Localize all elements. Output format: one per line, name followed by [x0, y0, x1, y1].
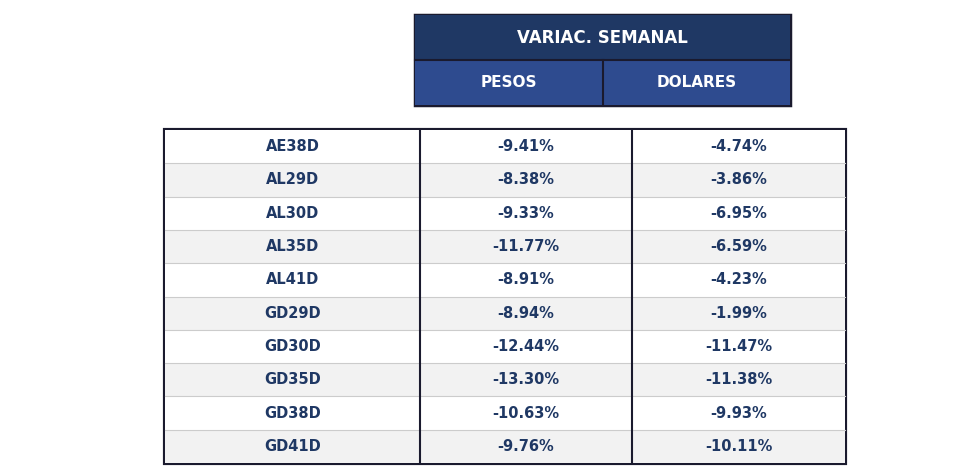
- Text: -6.59%: -6.59%: [710, 239, 767, 254]
- Text: -4.23%: -4.23%: [710, 273, 767, 287]
- Text: -11.77%: -11.77%: [492, 239, 560, 254]
- Bar: [165, 363, 845, 396]
- Bar: [165, 164, 845, 197]
- Text: -3.86%: -3.86%: [710, 173, 767, 187]
- Text: AL30D: AL30D: [266, 206, 319, 221]
- Text: -9.33%: -9.33%: [498, 206, 555, 221]
- Text: GD41D: GD41D: [265, 439, 320, 454]
- Text: -10.63%: -10.63%: [492, 406, 560, 420]
- Bar: [165, 330, 845, 363]
- Text: PESOS: PESOS: [481, 75, 537, 90]
- Text: -1.99%: -1.99%: [710, 306, 767, 320]
- Text: -11.38%: -11.38%: [705, 372, 772, 387]
- Bar: [415, 15, 790, 105]
- Text: -8.91%: -8.91%: [498, 273, 555, 287]
- Bar: [165, 297, 845, 330]
- Text: AE38D: AE38D: [266, 139, 319, 154]
- Text: -9.93%: -9.93%: [710, 406, 767, 420]
- Text: -4.74%: -4.74%: [710, 139, 767, 154]
- Bar: [165, 130, 845, 463]
- Text: GD35D: GD35D: [265, 372, 320, 387]
- Text: -9.76%: -9.76%: [498, 439, 555, 454]
- Bar: [415, 15, 790, 60]
- Text: -9.41%: -9.41%: [498, 139, 555, 154]
- Text: -13.30%: -13.30%: [492, 372, 560, 387]
- Bar: [415, 60, 790, 105]
- Text: -10.11%: -10.11%: [705, 439, 772, 454]
- Bar: [165, 430, 845, 463]
- Text: -8.94%: -8.94%: [498, 306, 555, 320]
- Text: GD38D: GD38D: [265, 406, 320, 420]
- Bar: [165, 130, 845, 164]
- Text: AL41D: AL41D: [266, 273, 319, 287]
- Text: -11.47%: -11.47%: [705, 339, 772, 354]
- Text: AL29D: AL29D: [266, 173, 319, 187]
- Text: -12.44%: -12.44%: [493, 339, 560, 354]
- Bar: [165, 230, 845, 263]
- Text: AL35D: AL35D: [266, 239, 319, 254]
- Text: VARIAC. SEMANAL: VARIAC. SEMANAL: [517, 28, 688, 46]
- Text: -8.38%: -8.38%: [498, 173, 555, 187]
- Text: DOLARES: DOLARES: [657, 75, 737, 90]
- Bar: [165, 263, 845, 297]
- Text: -6.95%: -6.95%: [710, 206, 767, 221]
- Text: GD29D: GD29D: [265, 306, 320, 320]
- Text: GD30D: GD30D: [265, 339, 320, 354]
- Bar: [165, 197, 845, 230]
- Bar: [165, 396, 845, 430]
